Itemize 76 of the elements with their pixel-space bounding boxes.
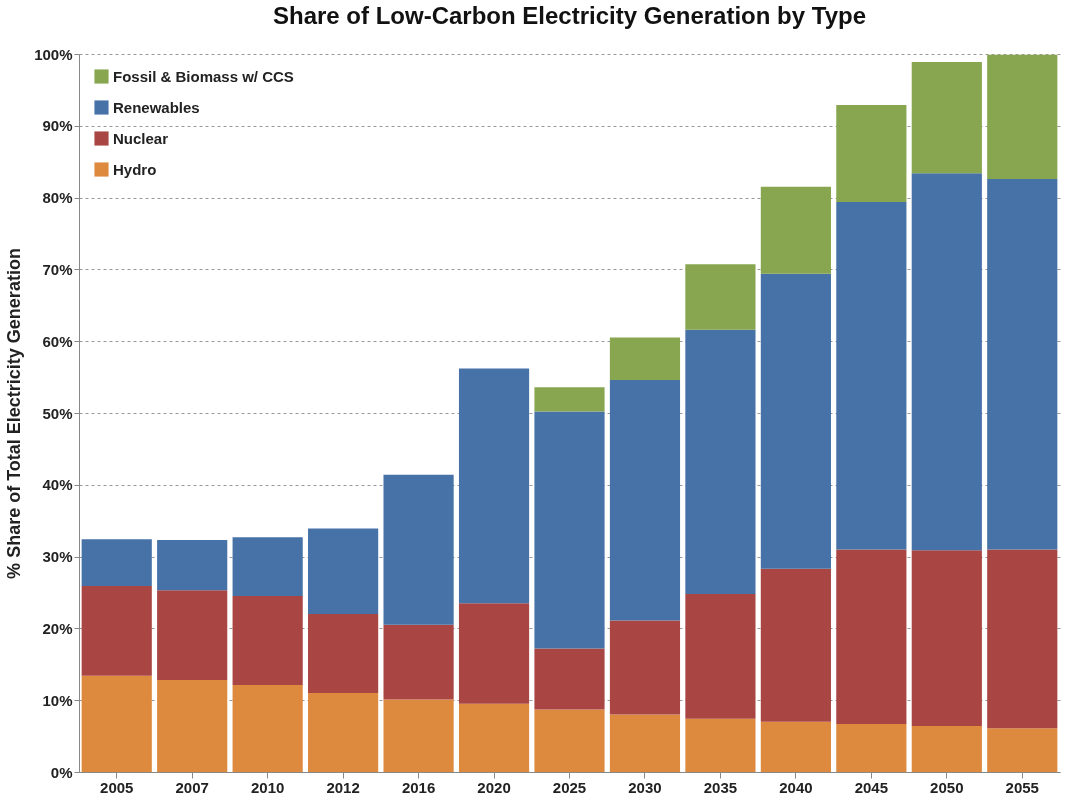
- x-tick-label: 2007: [175, 778, 209, 796]
- bar: [685, 329, 756, 594]
- bar: [911, 550, 982, 727]
- y-tick-label: 100%: [34, 45, 73, 63]
- x-tick-label: 2012: [326, 778, 360, 796]
- bar: [609, 620, 681, 715]
- bar: [987, 54, 1058, 179]
- bar: [534, 648, 605, 710]
- bar: [609, 714, 681, 772]
- bar: [836, 723, 907, 772]
- x-tick-label: 2035: [703, 778, 738, 796]
- y-tick-label: 0%: [50, 763, 73, 781]
- bar: [836, 549, 907, 724]
- x-tick-label: 2020: [477, 778, 511, 796]
- bar: [308, 614, 379, 694]
- bar: [458, 703, 530, 772]
- bar: [157, 590, 228, 681]
- bar: [760, 273, 831, 569]
- bar: [157, 680, 228, 772]
- bar: [760, 568, 831, 722]
- bar: [534, 411, 605, 649]
- bar: [157, 540, 228, 591]
- x-tick-label: 2040: [779, 778, 813, 796]
- y-tick-label: 60%: [42, 332, 73, 350]
- bar: [911, 726, 982, 772]
- bar: [685, 593, 756, 719]
- legend-label: Renewables: [113, 98, 200, 116]
- bar: [232, 685, 303, 772]
- bar: [308, 693, 379, 772]
- bar: [760, 186, 831, 274]
- y-tick-label: 50%: [42, 404, 73, 422]
- legend-label: Fossil & Biomass w/ CCS: [113, 67, 294, 85]
- bar: [987, 549, 1058, 729]
- y-tick-label: 20%: [42, 619, 73, 637]
- x-tick-label: 2045: [854, 778, 889, 796]
- x-tick-label: 2010: [250, 778, 285, 796]
- bar: [609, 337, 681, 380]
- bar: [760, 721, 831, 772]
- bar: [534, 387, 605, 412]
- bar: [458, 603, 530, 704]
- x-tick-label: 2055: [1005, 778, 1039, 796]
- x-tick-label: 2016: [401, 778, 436, 796]
- bar: [383, 474, 454, 625]
- bar: [534, 709, 605, 772]
- bar: [383, 624, 454, 700]
- chart-title: Share of Low-Carbon Electricity Generation by Type: [272, 2, 867, 29]
- bar: [911, 61, 982, 174]
- bar: [836, 201, 907, 550]
- x-tick-label: 2050: [930, 778, 964, 796]
- bar: [458, 368, 530, 604]
- bar: [685, 264, 756, 330]
- y-tick-label: 90%: [42, 117, 73, 135]
- bar: [836, 104, 907, 202]
- legend-label: Nuclear: [113, 129, 169, 147]
- bar: [911, 173, 982, 551]
- y-tick-label: 40%: [42, 476, 73, 494]
- bar: [308, 528, 379, 615]
- bar: [987, 178, 1058, 550]
- y-axis-title: % Share of Total Electricity Generation: [4, 248, 25, 579]
- bar: [232, 537, 303, 597]
- y-tick-label: 80%: [42, 189, 73, 207]
- bar: [609, 379, 681, 621]
- x-tick-label: 2030: [628, 778, 662, 796]
- y-tick-label: 30%: [42, 548, 73, 566]
- bar: [685, 718, 756, 772]
- bar: [81, 586, 152, 676]
- legend-label: Hydro: [113, 160, 157, 178]
- y-tick-label: 70%: [42, 260, 73, 278]
- x-tick-label: 2005: [100, 778, 134, 796]
- y-tick-label: 10%: [42, 691, 73, 709]
- bar: [987, 728, 1058, 772]
- bar: [81, 539, 152, 587]
- x-tick-label: 2025: [552, 778, 587, 796]
- bar: [81, 675, 152, 772]
- bar: [383, 699, 454, 772]
- bar: [232, 596, 303, 686]
